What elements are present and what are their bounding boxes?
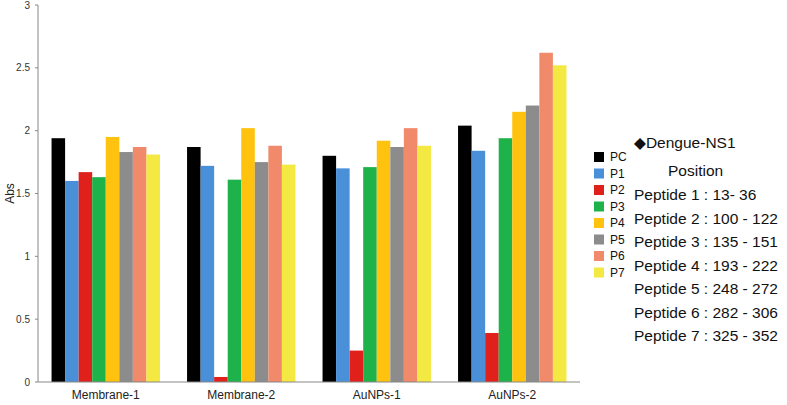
- y-tick: [35, 67, 38, 68]
- bar: [499, 138, 513, 382]
- legend-swatch: [594, 169, 604, 179]
- y-tick: [35, 319, 38, 320]
- bar: [92, 177, 106, 382]
- bar: [336, 168, 350, 382]
- annotation: Peptide 3 : 135 - 151: [634, 233, 778, 250]
- y-tick-label: 0.5: [16, 314, 30, 325]
- y-tick-label: 1: [24, 251, 30, 262]
- legend-label: P2: [610, 183, 625, 197]
- bar: [228, 180, 242, 382]
- bar: [377, 141, 391, 382]
- chart: 0 0.5 1 1.5 2 2.5 3 Membrane-1 Membrane-2 AuNPs-1…: [0, 0, 787, 405]
- bar: [201, 166, 215, 382]
- annotation: Peptide 7 : 325 - 352: [634, 327, 778, 344]
- bar: [472, 151, 486, 382]
- bar: [404, 128, 418, 382]
- bar: [146, 155, 160, 382]
- y-tick: [35, 256, 38, 257]
- y-tick: [35, 130, 38, 131]
- y-tick-label: 2: [24, 125, 30, 136]
- x-axis: [38, 382, 580, 383]
- legend-label: P6: [610, 249, 625, 263]
- y-tick: [35, 382, 38, 383]
- bar: [268, 146, 282, 382]
- y-tick: [35, 193, 38, 194]
- bar: [119, 152, 133, 382]
- bar: [458, 126, 472, 382]
- y-tick-label: 3: [24, 0, 30, 11]
- bar: [214, 377, 228, 382]
- annotation: Peptide 5 : 248 - 272: [634, 280, 778, 297]
- bar: [106, 137, 120, 382]
- bar: [323, 156, 337, 382]
- bar: [52, 138, 66, 382]
- legend-swatch: [594, 152, 604, 162]
- bar: [526, 106, 540, 382]
- legend-swatch: [594, 185, 604, 195]
- y-tick-label: 1.5: [16, 188, 30, 199]
- y-tick: [35, 5, 38, 6]
- annotation: Peptide 1 : 13- 36: [634, 186, 756, 203]
- y-tick-label: 0: [24, 377, 30, 388]
- bar: [350, 351, 364, 382]
- legend-label: P1: [610, 167, 625, 181]
- legend-swatch: [594, 268, 604, 278]
- legend-label: P7: [610, 266, 625, 280]
- bar: [485, 333, 499, 382]
- annotation: Peptide 2 : 100 - 122: [634, 210, 778, 227]
- bars: [52, 53, 567, 382]
- legend-label: PC: [610, 150, 627, 164]
- legend-swatch: [594, 202, 604, 212]
- legend-swatch: [594, 218, 604, 228]
- y-tick-label: 2.5: [16, 62, 30, 73]
- bar: [282, 165, 296, 382]
- legend-swatch: [594, 251, 604, 261]
- bar: [255, 162, 269, 382]
- bar: [241, 128, 255, 382]
- legend-label: P5: [610, 233, 625, 247]
- bar: [539, 53, 553, 382]
- y-axis-label: Abs: [3, 183, 17, 204]
- x-tick-label: AuNPs-1: [353, 388, 401, 402]
- bar: [187, 147, 201, 382]
- bar: [417, 146, 431, 382]
- annotation: Position: [668, 162, 723, 179]
- bar: [79, 172, 93, 382]
- annotation: Peptide 6 : 282 - 306: [634, 304, 778, 321]
- legend: PC P1 P2 P3 P4 P5 P6 P7: [594, 150, 627, 280]
- x-tick-label: AuNPs-2: [488, 388, 536, 402]
- legend-swatch: [594, 235, 604, 245]
- x-tick-label: Membrane-2: [207, 388, 275, 402]
- annotation: Peptide 4 : 193 - 222: [634, 257, 778, 274]
- bar: [363, 167, 377, 382]
- x-tick-label: Membrane-1: [72, 388, 140, 402]
- bar: [65, 181, 79, 382]
- bar: [553, 65, 567, 382]
- legend-label: P4: [610, 216, 625, 230]
- bar: [133, 147, 147, 382]
- annotation: ◆Dengue-NS1: [634, 134, 736, 151]
- bar: [390, 147, 404, 382]
- bar: [512, 112, 526, 382]
- legend-label: P3: [610, 200, 625, 214]
